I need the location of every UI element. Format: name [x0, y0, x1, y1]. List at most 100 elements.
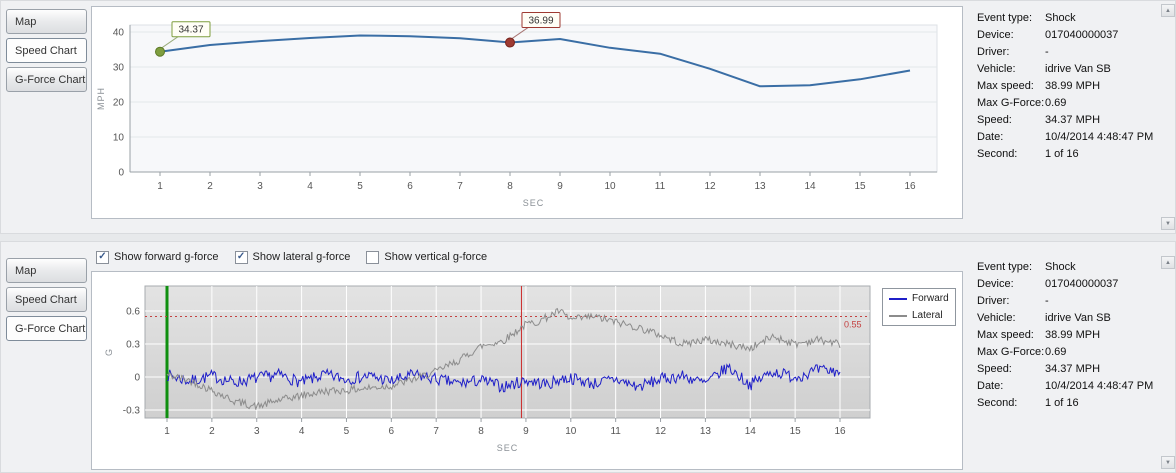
- gforce-chart[interactable]: -0.3 0 0.3 0.6 1 2 3 4 5 6 7 8 9 10 11 12 13 14 15 16 SEC G 0.…: [91, 271, 963, 470]
- info-row-speed: Speed: 34.37 MPH: [977, 111, 1153, 128]
- info-label: Driver:: [977, 45, 1010, 58]
- check-icon: ✓: [98, 251, 107, 262]
- speed-chart[interactable]: 0 10 20 30 40 1 2 3 4 5 6 7 8 9 10 11 12 13 14 15 16 SEC MPH 34…: [91, 6, 963, 219]
- forward-line-swatch: [889, 297, 907, 300]
- info-value: Shock: [1045, 11, 1076, 24]
- svg-text:6: 6: [389, 426, 395, 437]
- info-value: 10/4/2014 4:48:47 PM: [1045, 130, 1154, 143]
- scroll-up-icon[interactable]: ▲: [1161, 256, 1175, 269]
- speed-chart-panel: Map Speed Chart G-Force Chart 0 10 20 30 40 1…: [0, 0, 1176, 234]
- svg-text:0.6: 0.6: [126, 307, 140, 318]
- info-label: Date:: [977, 379, 1004, 392]
- svg-text:8: 8: [507, 181, 513, 192]
- svg-text:14: 14: [804, 181, 816, 192]
- info-row-vehicle: Vehicle: idrive Van SB: [977, 309, 1153, 326]
- checkbox-label: Show vertical g-force: [384, 251, 488, 263]
- scroll-down-icon[interactable]: ▼: [1161, 456, 1175, 469]
- svg-text:5: 5: [357, 181, 363, 192]
- svg-text:SEC: SEC: [523, 198, 545, 208]
- svg-text:5: 5: [344, 426, 350, 437]
- svg-text:16: 16: [904, 181, 916, 192]
- info-value: idrive Van SB: [1045, 62, 1111, 75]
- svg-text:0: 0: [118, 168, 124, 179]
- svg-text:1: 1: [157, 181, 163, 192]
- svg-text:10: 10: [113, 133, 125, 144]
- svg-text:3: 3: [257, 181, 263, 192]
- checkbox-icon: ✓: [96, 250, 109, 264]
- info-label: Max speed:: [977, 79, 1034, 92]
- info-row-event-type: Event type: Shock: [977, 258, 1153, 275]
- info-row-second: Second: 1 of 16: [977, 394, 1153, 411]
- svg-text:20: 20: [113, 98, 125, 109]
- legend: Forward Lateral: [882, 288, 956, 326]
- checkbox-label: Show lateral g-force: [252, 251, 351, 263]
- info-label: Device:: [977, 277, 1014, 290]
- info-value: 0.69: [1045, 96, 1067, 109]
- event-info-panel: Event type: Shock Device: 017040000037 Dri…: [977, 258, 1153, 411]
- svg-text:12: 12: [655, 426, 667, 437]
- info-label: Event type:: [977, 11, 1033, 24]
- tab-gforce-chart[interactable]: G-Force Chart: [6, 316, 87, 341]
- checkbox-show-forward-gforce[interactable]: ✓ Show forward g-force: [96, 250, 219, 264]
- svg-text:16: 16: [834, 426, 846, 437]
- info-label: Max speed:: [977, 328, 1034, 341]
- legend-item-forward: Forward: [889, 293, 949, 304]
- svg-text:MPH: MPH: [96, 87, 106, 110]
- svg-text:14: 14: [745, 426, 757, 437]
- checkbox-show-lateral-gforce[interactable]: ✓ Show lateral g-force: [234, 250, 351, 264]
- info-row-driver: Driver: -: [977, 292, 1153, 309]
- info-row-device: Device: 017040000037: [977, 275, 1153, 292]
- svg-text:12: 12: [704, 181, 716, 192]
- info-label: Speed:: [977, 362, 1012, 375]
- svg-text:G: G: [104, 348, 114, 356]
- info-value: 38.99 MPH: [1045, 79, 1101, 92]
- tab-map[interactable]: Map: [6, 9, 87, 34]
- svg-text:7: 7: [457, 181, 463, 192]
- svg-text:4: 4: [299, 426, 305, 437]
- legend-item-lateral: Lateral: [889, 310, 949, 321]
- info-row-second: Second: 1 of 16: [977, 145, 1153, 162]
- tab-speed-chart[interactable]: Speed Chart: [6, 287, 87, 312]
- gforce-options-row: ✓ Show forward g-force ✓ Show lateral g-…: [96, 248, 487, 266]
- scroll-up-icon[interactable]: ▲: [1161, 4, 1175, 17]
- checkbox-show-vertical-gforce[interactable]: ✓ Show vertical g-force: [366, 250, 488, 264]
- info-label: Date:: [977, 130, 1004, 143]
- tab-map[interactable]: Map: [6, 258, 87, 283]
- svg-text:2: 2: [209, 426, 215, 437]
- info-value: -: [1045, 294, 1049, 307]
- info-label: Device:: [977, 28, 1014, 41]
- svg-text:10: 10: [565, 426, 577, 437]
- gforce-chart-panel: Map Speed Chart G-Force Chart ✓ Show for…: [0, 241, 1176, 473]
- legend-label: Lateral: [912, 310, 943, 321]
- svg-text:10: 10: [604, 181, 616, 192]
- info-label: Max G-Force:: [977, 345, 1045, 358]
- info-label: Max G-Force:: [977, 96, 1045, 109]
- svg-text:9: 9: [557, 181, 563, 192]
- tab-speed-chart[interactable]: Speed Chart: [6, 38, 87, 63]
- svg-text:40: 40: [113, 28, 125, 39]
- check-icon: ✓: [236, 251, 246, 262]
- info-label: Vehicle:: [977, 311, 1016, 324]
- svg-text:36.99: 36.99: [528, 16, 553, 27]
- info-row-max-speed: Max speed: 38.99 MPH: [977, 77, 1153, 94]
- svg-text:-0.3: -0.3: [123, 406, 141, 417]
- svg-text:0.3: 0.3: [126, 340, 140, 351]
- info-value: 1 of 16: [1045, 147, 1079, 160]
- info-value: 017040000037: [1045, 277, 1119, 290]
- info-value: 017040000037: [1045, 28, 1119, 41]
- svg-text:2: 2: [207, 181, 213, 192]
- scroll-down-icon[interactable]: ▼: [1161, 217, 1175, 230]
- info-value: 34.37 MPH: [1045, 113, 1101, 126]
- svg-text:6: 6: [407, 181, 413, 192]
- info-value: 38.99 MPH: [1045, 328, 1101, 341]
- svg-text:7: 7: [433, 426, 439, 437]
- svg-text:4: 4: [307, 181, 313, 192]
- info-value: -: [1045, 45, 1049, 58]
- tab-gforce-chart[interactable]: G-Force Chart: [6, 67, 87, 92]
- gforce-chart-svg: -0.300.30.61 2 3 4 5 6 7 8 9 10 11 12 13 14 15 16SECG0.…: [104, 285, 871, 453]
- svg-text:15: 15: [790, 426, 802, 437]
- info-value: Shock: [1045, 260, 1076, 273]
- svg-text:0: 0: [134, 373, 140, 384]
- info-label: Speed:: [977, 113, 1012, 126]
- checkbox-icon: ✓: [366, 250, 380, 264]
